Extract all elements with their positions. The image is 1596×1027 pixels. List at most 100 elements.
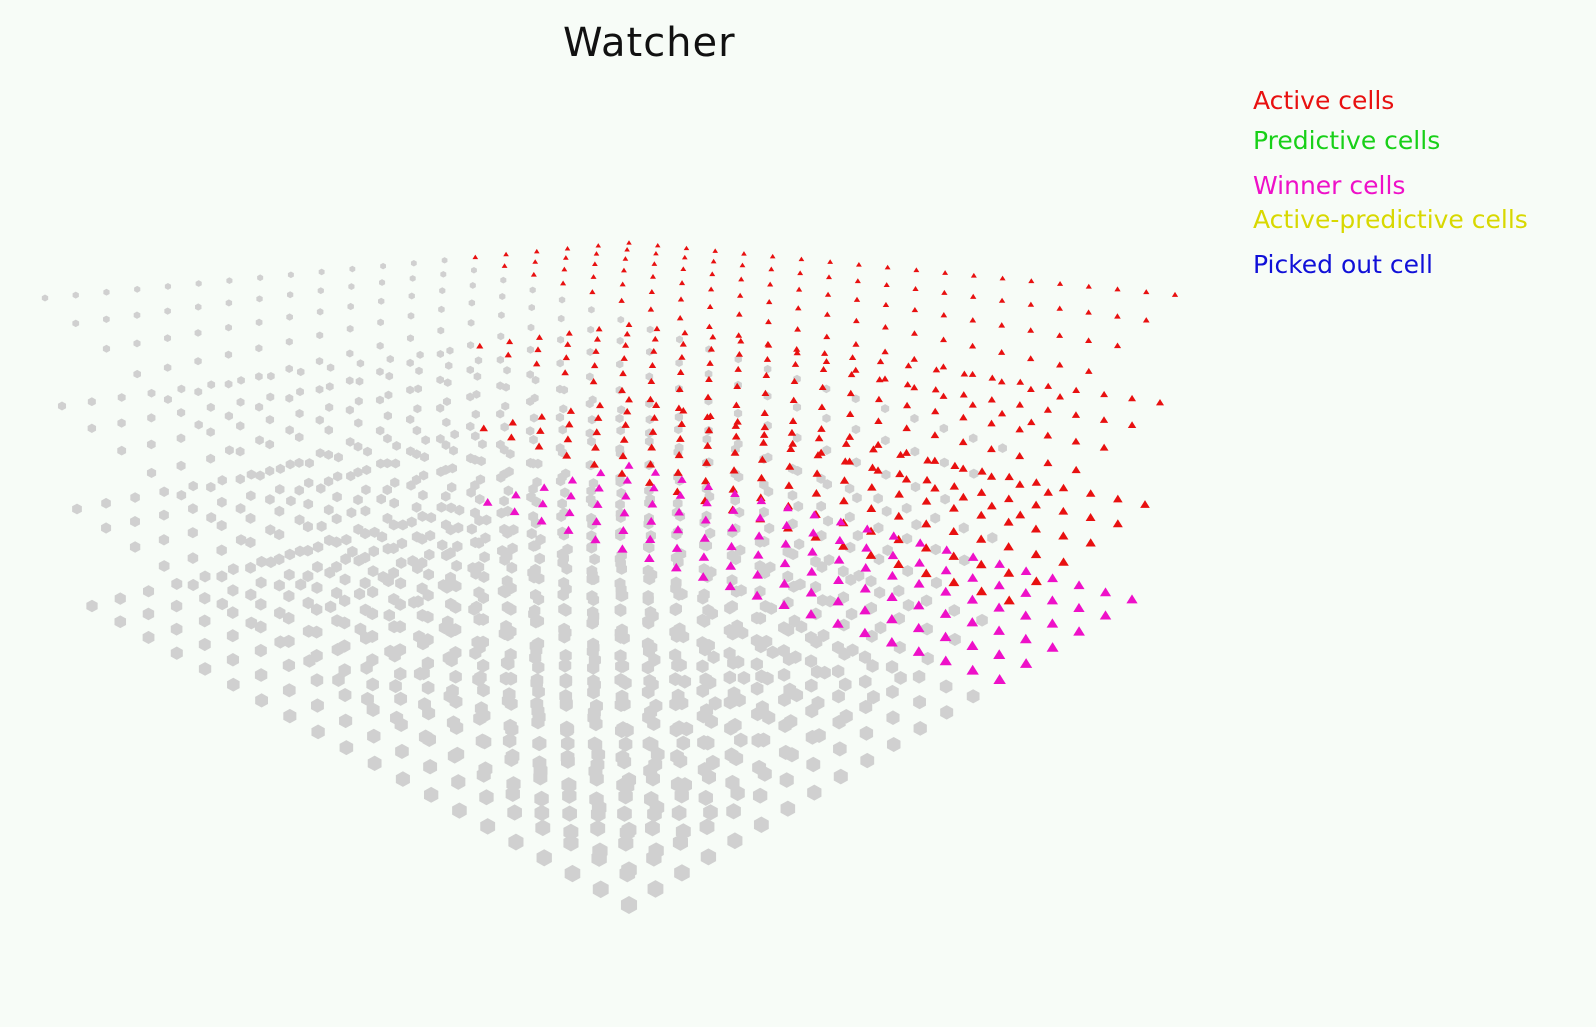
cell[interactable]	[557, 498, 567, 510]
cell[interactable]	[302, 544, 314, 557]
highlighted-cell[interactable]	[704, 393, 713, 401]
cell[interactable]	[913, 721, 927, 736]
highlighted-cell[interactable]	[960, 370, 969, 377]
cell[interactable]	[227, 584, 239, 597]
highlighted-cell[interactable]	[845, 433, 855, 440]
highlighted-cell[interactable]	[778, 599, 790, 609]
cell[interactable]	[504, 648, 517, 662]
cell[interactable]	[563, 834, 579, 852]
highlighted-cell[interactable]	[793, 346, 801, 352]
highlighted-cell[interactable]	[1016, 378, 1025, 385]
highlighted-cell[interactable]	[765, 318, 772, 325]
highlighted-cell[interactable]	[881, 348, 889, 355]
highlighted-cell[interactable]	[888, 531, 899, 540]
cell[interactable]	[590, 820, 606, 837]
highlighted-cell[interactable]	[532, 259, 539, 264]
cell[interactable]	[674, 424, 683, 435]
cell[interactable]	[207, 380, 216, 389]
cell[interactable]	[133, 311, 141, 319]
cell[interactable]	[441, 440, 451, 450]
cell[interactable]	[194, 420, 203, 430]
highlighted-cell[interactable]	[678, 353, 686, 360]
cell[interactable]	[410, 260, 417, 267]
highlighted-cell[interactable]	[701, 476, 711, 485]
cell[interactable]	[245, 588, 257, 601]
highlighted-cell[interactable]	[674, 404, 683, 412]
highlighted-cell[interactable]	[912, 286, 919, 291]
cell[interactable]	[158, 560, 170, 572]
cell[interactable]	[255, 598, 267, 611]
cell[interactable]	[441, 615, 454, 629]
cell[interactable]	[347, 302, 354, 311]
highlighted-cell[interactable]	[853, 317, 860, 324]
cell[interactable]	[762, 710, 776, 725]
highlighted-cell[interactable]	[617, 544, 628, 553]
highlighted-cell[interactable]	[760, 409, 769, 416]
cell[interactable]	[788, 614, 801, 628]
cell[interactable]	[777, 644, 790, 658]
highlighted-cell[interactable]	[731, 422, 741, 429]
cell[interactable]	[324, 449, 334, 460]
highlighted-cell[interactable]	[821, 350, 829, 356]
cell[interactable]	[436, 501, 447, 513]
highlighted-cell[interactable]	[562, 354, 570, 361]
cell[interactable]	[844, 511, 855, 523]
highlighted-cell[interactable]	[911, 330, 918, 336]
cell[interactable]	[294, 485, 304, 496]
cell[interactable]	[296, 367, 305, 377]
cell[interactable]	[423, 786, 439, 803]
highlighted-cell[interactable]	[619, 435, 629, 443]
cell[interactable]	[617, 805, 632, 822]
cell[interactable]	[311, 581, 323, 594]
cell[interactable]	[395, 577, 407, 590]
cell[interactable]	[910, 481, 921, 493]
highlighted-cell[interactable]	[592, 428, 602, 436]
cell[interactable]	[532, 660, 545, 675]
cell[interactable]	[282, 611, 295, 625]
cell[interactable]	[678, 674, 692, 689]
cell[interactable]	[324, 600, 337, 614]
cell[interactable]	[645, 414, 654, 425]
cell[interactable]	[437, 326, 445, 335]
cell[interactable]	[587, 615, 599, 629]
cell[interactable]	[302, 570, 314, 583]
highlighted-cell[interactable]	[867, 483, 877, 491]
cell[interactable]	[310, 625, 323, 639]
cell[interactable]	[130, 516, 140, 528]
cell[interactable]	[394, 598, 406, 611]
highlighted-cell[interactable]	[763, 355, 772, 362]
cell[interactable]	[497, 332, 505, 341]
highlighted-cell[interactable]	[1113, 494, 1123, 503]
cell[interactable]	[265, 415, 275, 425]
highlighted-cell[interactable]	[737, 337, 745, 344]
highlighted-cell[interactable]	[939, 392, 948, 399]
highlighted-cell[interactable]	[910, 383, 919, 391]
highlighted-cell[interactable]	[1073, 580, 1085, 590]
cell[interactable]	[198, 662, 212, 676]
cell[interactable]	[375, 425, 385, 436]
highlighted-cell[interactable]	[976, 488, 987, 496]
highlighted-cell[interactable]	[595, 401, 604, 409]
cell[interactable]	[881, 404, 890, 414]
cell[interactable]	[445, 361, 453, 370]
cell[interactable]	[356, 359, 365, 368]
cell[interactable]	[164, 334, 172, 343]
highlighted-cell[interactable]	[675, 491, 686, 499]
cell[interactable]	[759, 506, 769, 518]
highlighted-cell[interactable]	[732, 401, 741, 408]
highlighted-cell[interactable]	[846, 389, 855, 397]
cell[interactable]	[562, 805, 577, 822]
highlighted-cell[interactable]	[1015, 510, 1026, 519]
cell[interactable]	[339, 573, 351, 586]
cell[interactable]	[188, 480, 198, 492]
cell[interactable]	[423, 568, 435, 581]
cell[interactable]	[302, 596, 314, 610]
cell[interactable]	[865, 629, 878, 643]
cell[interactable]	[561, 777, 576, 793]
highlighted-cell[interactable]	[846, 410, 855, 418]
highlighted-cell[interactable]	[736, 311, 743, 317]
cell[interactable]	[502, 505, 513, 517]
highlighted-cell[interactable]	[564, 246, 571, 251]
cell[interactable]	[751, 611, 763, 625]
